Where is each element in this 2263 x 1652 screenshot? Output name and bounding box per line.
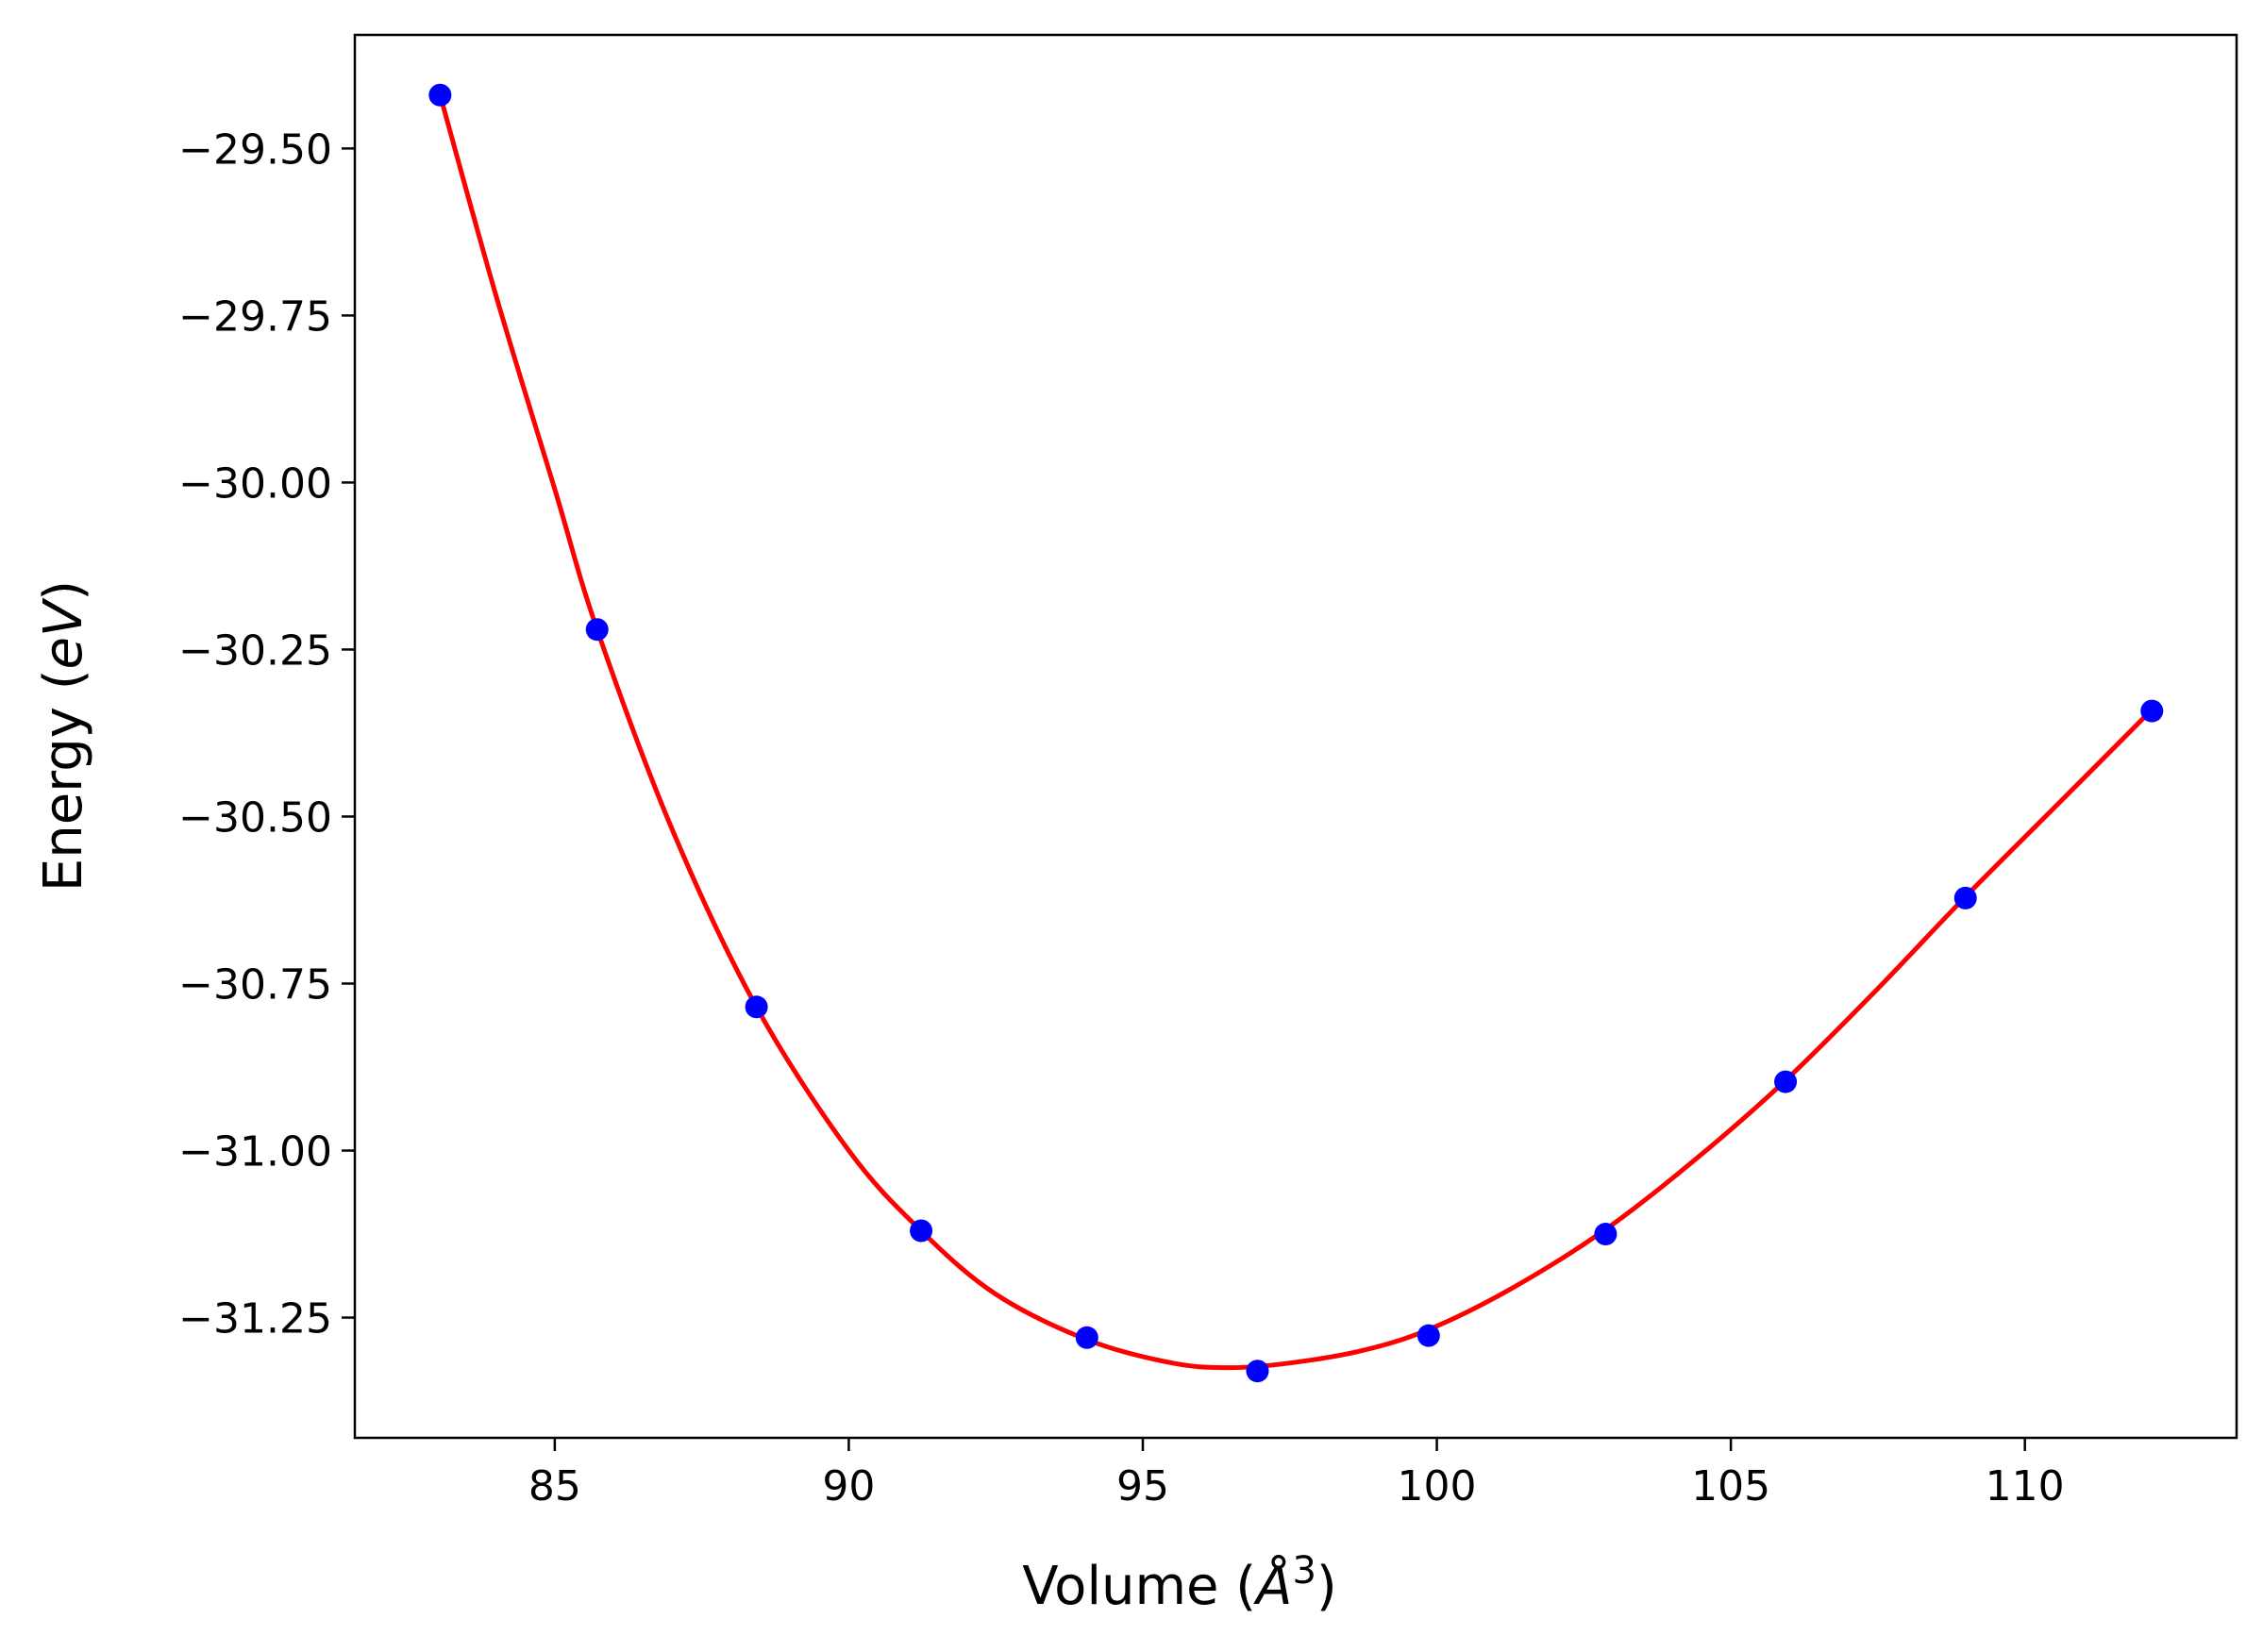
data-point bbox=[2140, 699, 2164, 723]
x-axis-label-unit: Å bbox=[1253, 1555, 1292, 1617]
data-point bbox=[585, 618, 609, 642]
x-tick-label: 90 bbox=[822, 1462, 875, 1510]
data-point bbox=[1246, 1360, 1269, 1383]
y-tick-label: −30.25 bbox=[178, 626, 332, 675]
y-tick-label: −30.75 bbox=[178, 960, 332, 1009]
x-tick-label: 95 bbox=[1116, 1462, 1169, 1510]
x-axis-label-unit-exponent: 3 bbox=[1292, 1549, 1316, 1593]
y-axis-label-close-paren: ) bbox=[33, 580, 94, 601]
x-axis-label-open-paren: ( bbox=[1219, 1556, 1257, 1617]
data-point bbox=[428, 83, 452, 107]
x-axis-label: Volume (Å3) bbox=[1022, 1549, 1337, 1617]
y-axis-label-name: Energy bbox=[33, 707, 94, 892]
data-point bbox=[1774, 1070, 1798, 1093]
y-tick-label: −29.75 bbox=[178, 292, 332, 341]
y-tick-label: −30.50 bbox=[178, 793, 332, 842]
y-axis-label: Energy (eV) bbox=[33, 580, 94, 892]
y-tick-label: −29.50 bbox=[178, 125, 332, 174]
x-tick-label: 110 bbox=[1986, 1462, 2065, 1510]
y-tick-label: −30.00 bbox=[178, 459, 332, 508]
x-tick-label: 105 bbox=[1691, 1462, 1770, 1510]
y-tick-label: −31.25 bbox=[178, 1295, 332, 1343]
plot-layer bbox=[428, 83, 2164, 1383]
data-point bbox=[1594, 1223, 1618, 1246]
data-point bbox=[745, 995, 768, 1019]
x-tick-label: 100 bbox=[1398, 1462, 1477, 1510]
y-axis-label-open-paren: ( bbox=[33, 669, 94, 707]
x-tick-label: 85 bbox=[528, 1462, 581, 1510]
data-point bbox=[1953, 886, 1977, 909]
plot-frame bbox=[353, 33, 2238, 1440]
data-point bbox=[1075, 1326, 1098, 1349]
data-point bbox=[910, 1219, 933, 1243]
x-axis-label-name: Volume bbox=[1022, 1556, 1218, 1617]
tick-layer: 85 90 95 100 105 110 −29.50 −29.75 −30.00 −30.25 −… bbox=[178, 125, 2065, 1510]
y-tick-label: −31.00 bbox=[178, 1128, 332, 1176]
data-point bbox=[1416, 1324, 1440, 1347]
y-axis-label-unit: eV bbox=[33, 597, 94, 669]
x-axis-label-close-paren: ) bbox=[1316, 1556, 1337, 1617]
